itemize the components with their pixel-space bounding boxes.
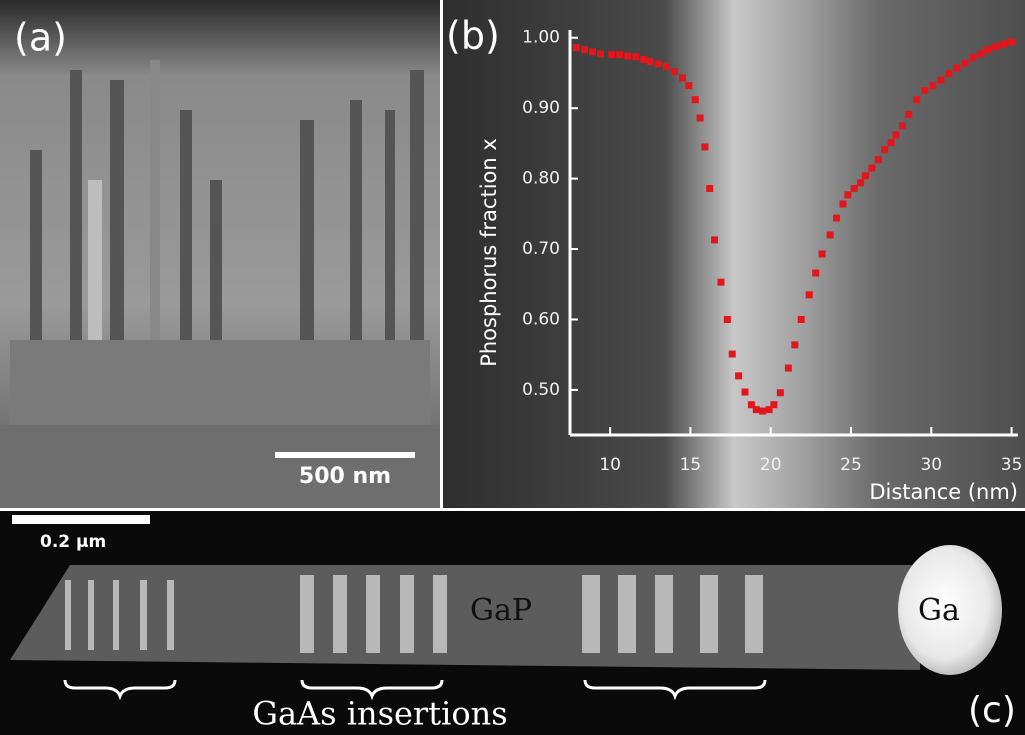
panel-label: (b): [446, 14, 500, 58]
data-point: [868, 164, 876, 172]
data-point: [913, 96, 921, 104]
data-point: [857, 179, 865, 187]
data-point: [921, 87, 929, 95]
data-point: [759, 407, 767, 415]
substrate: [0, 425, 440, 508]
data-point: [776, 389, 784, 397]
data-point: [696, 114, 704, 122]
data-point: [905, 111, 913, 119]
data-point: [685, 82, 693, 90]
debris: [10, 340, 430, 425]
data-point: [791, 341, 799, 349]
tem-image: [443, 0, 1025, 508]
x-axis-label: Distance (nm): [869, 480, 1018, 504]
data-point: [717, 278, 725, 286]
data-point: [937, 76, 945, 84]
data-point: [670, 68, 678, 76]
x-tick-label: 30: [920, 455, 942, 475]
data-point: [805, 291, 813, 299]
y-tick-label: 0.70: [522, 239, 560, 259]
data-point: [881, 146, 889, 154]
y-tick-label: 0.60: [522, 309, 560, 329]
data-point: [1000, 40, 1008, 48]
panel-c: 0.2 µm GaP Ga GaAs insertions (c): [0, 511, 1025, 735]
data-point: [812, 269, 820, 277]
y-tick-label: 0.90: [522, 98, 560, 118]
data-point: [861, 172, 869, 180]
data-point: [953, 64, 961, 72]
data-point: [741, 388, 749, 396]
data-point: [640, 56, 648, 64]
scale-bar-label: 500 nm: [299, 464, 391, 489]
data-point: [826, 231, 834, 239]
panel-label: (a): [14, 16, 67, 60]
data-point: [844, 191, 852, 199]
ga-label: Ga: [918, 593, 960, 628]
braces: [63, 679, 767, 701]
data-point: [723, 315, 731, 323]
data-point: [983, 46, 991, 54]
data-point: [945, 70, 953, 78]
data-point: [597, 50, 605, 58]
data-point: [874, 156, 882, 164]
gap-label: GaP: [470, 593, 532, 628]
data-point: [735, 372, 743, 380]
data-point: [752, 406, 760, 414]
insertions-label: GaAs insertions: [252, 695, 507, 733]
data-point: [850, 184, 858, 192]
data-point: [616, 51, 624, 59]
x-tick-label: 35: [1001, 455, 1023, 475]
data-point: [784, 364, 792, 372]
data-point: [1008, 38, 1016, 46]
data-point: [711, 236, 719, 244]
scale-bar-label: 0.2 µm: [40, 532, 106, 552]
data-point: [646, 58, 654, 66]
data-point: [969, 53, 977, 61]
ga-droplet: [898, 545, 1002, 675]
insertions: [65, 575, 763, 653]
y-axis-label: Phosphorus fraction x: [477, 138, 501, 367]
x-tick-label: 15: [680, 455, 702, 475]
x-tick-label: 25: [840, 455, 862, 475]
data-point: [654, 60, 662, 68]
data-point: [818, 250, 826, 258]
data-point: [691, 96, 699, 104]
data-point: [632, 53, 640, 61]
data-point: [833, 214, 841, 222]
y-tick-label: 0.80: [522, 169, 560, 189]
data-point: [892, 131, 900, 139]
data-point: [572, 44, 580, 52]
data-point: [898, 122, 906, 130]
x-tick-label: 20: [760, 455, 782, 475]
y-tick-label: 1.00: [522, 28, 560, 48]
data-point: [588, 48, 596, 56]
nanowire: [10, 565, 920, 670]
data-point: [961, 59, 969, 67]
data-point: [929, 82, 937, 90]
panel-b: (b) 0.50 0.60 0.70 0.80 0.90 1.00 10 15 20 25 30 35…: [443, 0, 1025, 508]
data-point: [706, 184, 714, 192]
panel-a: (a) 500 nm: [0, 0, 440, 508]
data-point: [678, 74, 686, 82]
data-point: [839, 200, 847, 208]
data-point: [580, 46, 588, 54]
panel-label: (c): [968, 690, 1016, 731]
data-point: [770, 401, 778, 409]
y-tick-label: 0.50: [522, 380, 560, 400]
x-tick-label: 10: [599, 455, 621, 475]
scale-bar: [12, 515, 150, 524]
data-point: [765, 406, 773, 414]
data-point: [797, 315, 805, 323]
data-point: [701, 143, 709, 151]
data-point: [992, 43, 1000, 51]
data-point: [662, 63, 670, 71]
data-point: [977, 50, 985, 58]
data-point: [887, 139, 895, 147]
data-point: [728, 350, 736, 358]
scale-bar: [275, 452, 415, 458]
data-point: [747, 401, 755, 409]
data-point: [608, 51, 616, 59]
data-point: [624, 52, 632, 60]
